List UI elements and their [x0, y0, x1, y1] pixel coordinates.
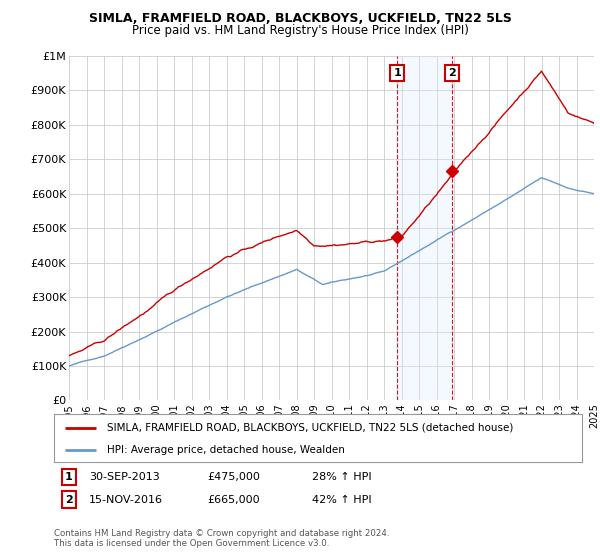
Text: SIMLA, FRAMFIELD ROAD, BLACKBOYS, UCKFIELD, TN22 5LS: SIMLA, FRAMFIELD ROAD, BLACKBOYS, UCKFIE…	[89, 12, 511, 25]
Text: HPI: Average price, detached house, Wealden: HPI: Average price, detached house, Weal…	[107, 445, 344, 455]
Text: 30-SEP-2013: 30-SEP-2013	[89, 472, 160, 482]
Text: £665,000: £665,000	[207, 494, 260, 505]
Text: Price paid vs. HM Land Registry's House Price Index (HPI): Price paid vs. HM Land Registry's House …	[131, 24, 469, 36]
Text: Contains HM Land Registry data © Crown copyright and database right 2024.: Contains HM Land Registry data © Crown c…	[54, 529, 389, 538]
Text: 2: 2	[65, 494, 73, 505]
Text: 42% ↑ HPI: 42% ↑ HPI	[312, 494, 371, 505]
Text: 1: 1	[393, 68, 401, 78]
Text: 1: 1	[65, 472, 73, 482]
Text: This data is licensed under the Open Government Licence v3.0.: This data is licensed under the Open Gov…	[54, 539, 329, 548]
Text: 15-NOV-2016: 15-NOV-2016	[89, 494, 163, 505]
Bar	[397, 56, 452, 400]
Text: 2: 2	[448, 68, 456, 78]
Text: 28% ↑ HPI: 28% ↑ HPI	[312, 472, 371, 482]
Text: SIMLA, FRAMFIELD ROAD, BLACKBOYS, UCKFIELD, TN22 5LS (detached house): SIMLA, FRAMFIELD ROAD, BLACKBOYS, UCKFIE…	[107, 423, 513, 433]
Text: £475,000: £475,000	[207, 472, 260, 482]
